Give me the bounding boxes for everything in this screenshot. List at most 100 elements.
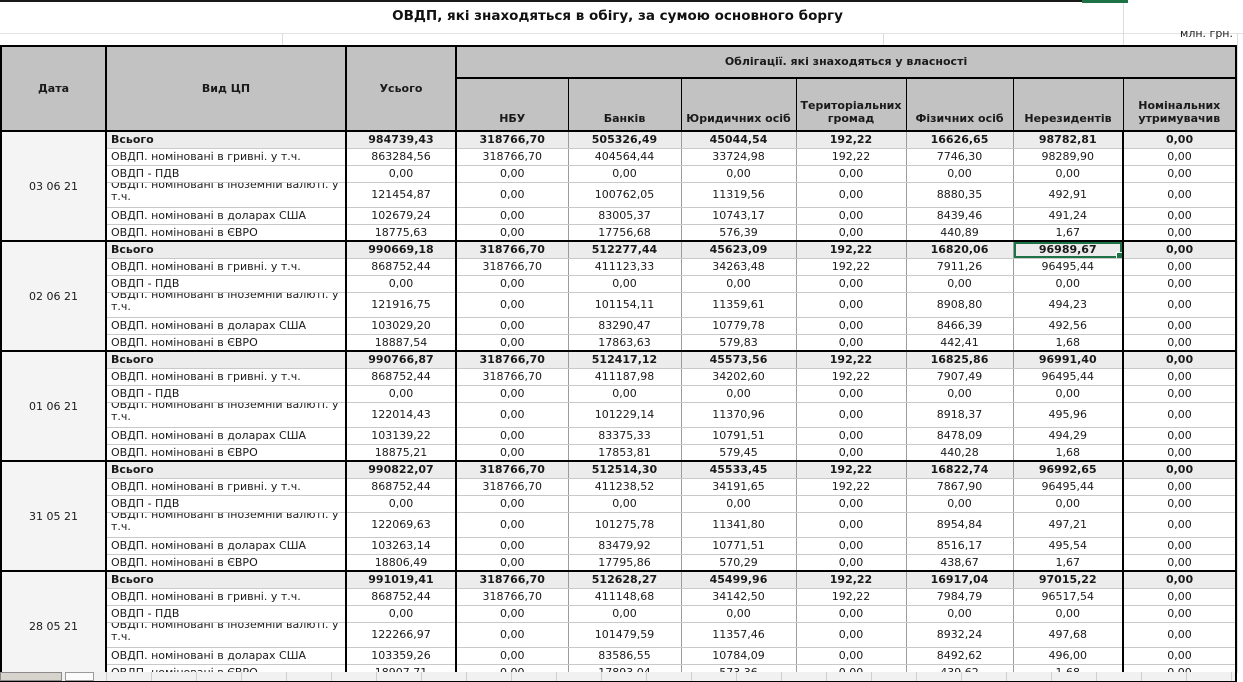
value-cell[interactable]: 0,00 [906, 385, 1014, 403]
row-label-cell[interactable]: Всього [105, 350, 347, 369]
value-cell[interactable]: 16820,06 [906, 240, 1014, 259]
value-cell[interactable]: 11359,61 [681, 292, 797, 318]
row-label-cell[interactable]: Всього [105, 570, 347, 589]
value-cell[interactable]: 192,22 [796, 460, 907, 479]
row-label-cell[interactable]: ОВДП. номіновані в іноземній валюті. у т… [105, 512, 347, 538]
value-cell[interactable]: 0,00 [1123, 165, 1237, 183]
header-ownership-group[interactable]: Облігації. які знаходяться у власності [454, 45, 1238, 79]
value-cell[interactable]: 318766,70 [456, 570, 569, 589]
value-cell[interactable]: 122014,43 [346, 402, 457, 428]
value-cell[interactable]: 0,00 [1123, 554, 1237, 572]
value-cell[interactable]: 0,00 [796, 554, 907, 572]
sheet-tab[interactable] [65, 672, 94, 681]
value-cell[interactable]: 192,22 [796, 478, 907, 496]
value-cell[interactable]: 0,00 [796, 427, 907, 445]
value-cell[interactable]: 34202,60 [681, 368, 797, 386]
value-cell[interactable]: 103359,26 [346, 647, 457, 665]
value-cell[interactable]: 0,00 [1123, 402, 1237, 428]
value-cell[interactable]: 8918,37 [906, 402, 1014, 428]
value-cell[interactable]: 16917,04 [906, 570, 1014, 589]
value-cell[interactable]: 83290,47 [568, 317, 682, 335]
value-cell[interactable]: 33724,98 [681, 148, 797, 166]
value-cell[interactable]: 512628,27 [568, 570, 682, 589]
row-label-cell[interactable]: ОВДП. номіновані в ЄВРО [105, 224, 347, 242]
value-cell[interactable]: 0,00 [456, 165, 569, 183]
value-cell[interactable]: 318766,70 [456, 460, 569, 479]
value-cell[interactable]: 101154,11 [568, 292, 682, 318]
value-cell[interactable]: 442,41 [906, 334, 1014, 352]
value-cell[interactable]: 494,23 [1013, 292, 1124, 318]
value-cell[interactable]: 411123,33 [568, 258, 682, 276]
value-cell[interactable]: 1,67 [1013, 224, 1124, 242]
value-cell[interactable]: 0,00 [456, 605, 569, 623]
value-cell[interactable]: 0,00 [906, 605, 1014, 623]
value-cell[interactable]: 0,00 [1123, 368, 1237, 386]
header-individuals[interactable]: Фізичних осіб [905, 77, 1014, 132]
value-cell[interactable]: 0,00 [456, 495, 569, 513]
row-label-cell[interactable]: ОВДП - ПДВ [105, 605, 347, 623]
value-cell[interactable]: 0,00 [1013, 495, 1124, 513]
value-cell[interactable]: 18806,49 [346, 554, 457, 572]
value-cell[interactable]: 11370,96 [681, 402, 797, 428]
header-total[interactable]: Усього [345, 45, 457, 132]
value-cell[interactable]: 0,00 [1123, 570, 1237, 589]
value-cell[interactable]: 495,54 [1013, 537, 1124, 555]
value-cell[interactable]: 103263,14 [346, 537, 457, 555]
value-cell[interactable]: 0,00 [346, 275, 457, 293]
value-cell[interactable]: 512417,12 [568, 350, 682, 369]
value-cell[interactable]: 0,00 [456, 385, 569, 403]
value-cell[interactable]: 8932,24 [906, 622, 1014, 648]
value-cell[interactable]: 0,00 [346, 385, 457, 403]
value-cell[interactable]: 11357,46 [681, 622, 797, 648]
value-cell[interactable]: 0,00 [456, 402, 569, 428]
value-cell[interactable]: 868752,44 [346, 588, 457, 606]
value-cell[interactable]: 512277,44 [568, 240, 682, 259]
value-cell[interactable]: 984739,43 [346, 130, 457, 149]
value-cell[interactable]: 192,22 [796, 368, 907, 386]
row-label-cell[interactable]: ОВДП. номіновані в гривні. у т.ч. [105, 148, 347, 166]
header-nbu[interactable]: НБУ [455, 77, 569, 132]
value-cell[interactable]: 0,00 [1123, 148, 1237, 166]
value-cell[interactable]: 0,00 [906, 495, 1014, 513]
value-cell[interactable]: 0,00 [796, 207, 907, 225]
value-cell[interactable]: 497,68 [1013, 622, 1124, 648]
value-cell[interactable]: 83586,55 [568, 647, 682, 665]
value-cell[interactable]: 192,22 [796, 130, 907, 149]
value-cell[interactable]: 0,00 [796, 647, 907, 665]
value-cell[interactable]: 83375,33 [568, 427, 682, 445]
value-cell[interactable]: 990822,07 [346, 460, 457, 479]
row-label-cell[interactable]: ОВДП. номіновані в доларах США [105, 317, 347, 335]
value-cell[interactable]: 16825,86 [906, 350, 1014, 369]
value-cell[interactable]: 121916,75 [346, 292, 457, 318]
value-cell[interactable]: 1,68 [1013, 444, 1124, 462]
value-cell[interactable]: 0,00 [796, 385, 907, 403]
value-cell[interactable]: 0,00 [456, 182, 569, 208]
value-cell[interactable]: 45533,45 [681, 460, 797, 479]
value-cell[interactable]: 0,00 [1123, 240, 1237, 259]
value-cell[interactable]: 83479,92 [568, 537, 682, 555]
value-cell[interactable]: 11319,56 [681, 182, 797, 208]
row-label-cell[interactable]: ОВДП. номіновані в іноземній валюті. у т… [105, 182, 347, 208]
header-date[interactable]: Дата [0, 45, 107, 132]
value-cell[interactable]: 0,00 [456, 275, 569, 293]
value-cell[interactable]: 0,00 [1013, 605, 1124, 623]
value-cell[interactable]: 0,00 [681, 385, 797, 403]
row-label-cell[interactable]: ОВДП - ПДВ [105, 275, 347, 293]
value-cell[interactable]: 868752,44 [346, 258, 457, 276]
value-cell[interactable]: 8908,80 [906, 292, 1014, 318]
value-cell[interactable]: 97015,22 [1013, 570, 1124, 589]
value-cell[interactable]: 0,00 [456, 444, 569, 462]
value-cell[interactable]: 0,00 [456, 647, 569, 665]
value-cell[interactable]: 0,00 [456, 334, 569, 352]
value-cell[interactable]: 991019,41 [346, 570, 457, 589]
value-cell[interactable]: 7911,26 [906, 258, 1014, 276]
value-cell[interactable]: 8466,39 [906, 317, 1014, 335]
value-cell[interactable]: 18887,54 [346, 334, 457, 352]
value-cell[interactable]: 34191,65 [681, 478, 797, 496]
value-cell[interactable]: 318766,70 [456, 350, 569, 369]
value-cell[interactable]: 103139,22 [346, 427, 457, 445]
value-cell[interactable]: 318766,70 [456, 148, 569, 166]
row-label-cell[interactable]: Всього [105, 460, 347, 479]
value-cell[interactable]: 18875,21 [346, 444, 457, 462]
value-cell[interactable]: 440,28 [906, 444, 1014, 462]
